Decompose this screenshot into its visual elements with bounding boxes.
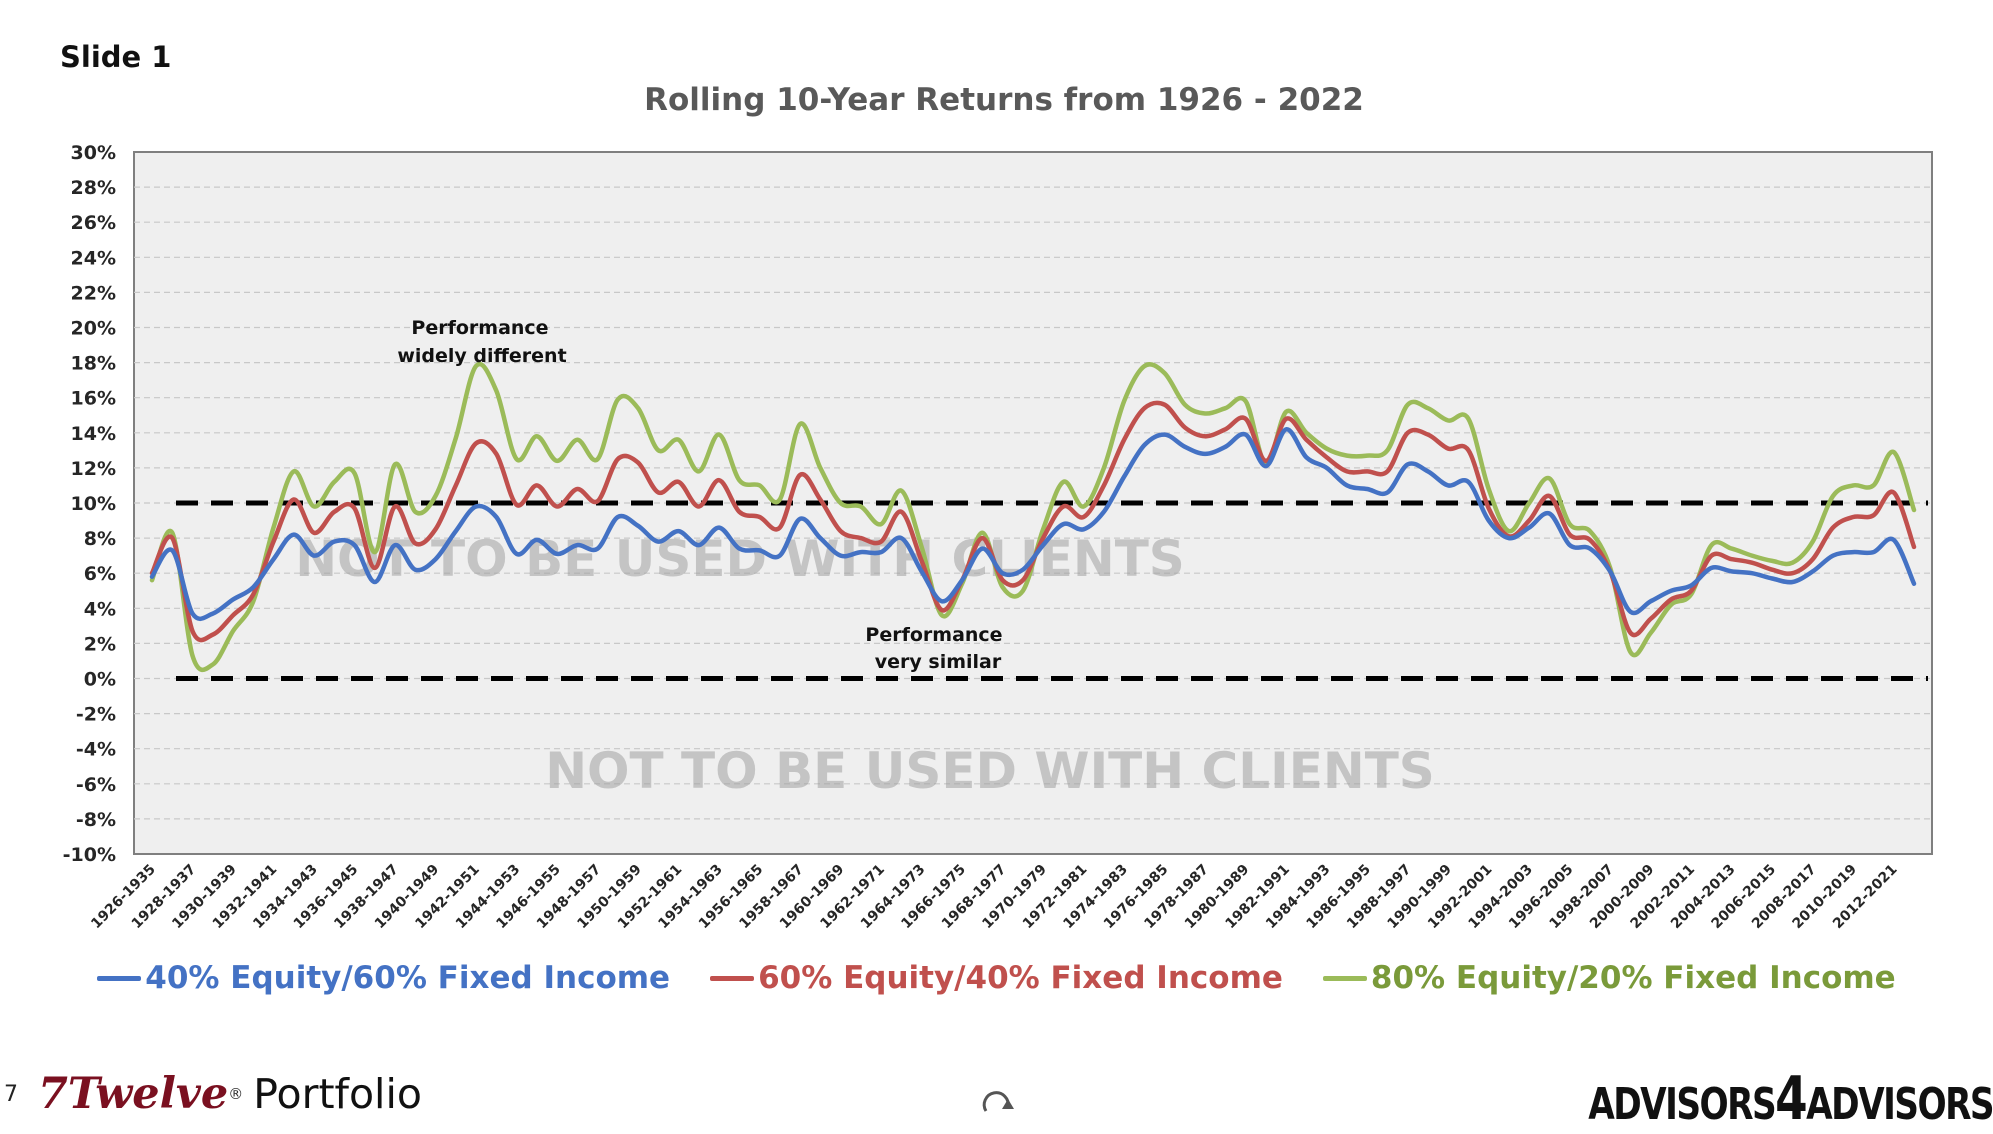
- legend-label: 40% Equity/60% Fixed Income: [145, 960, 671, 996]
- y-tick-label: 14%: [71, 423, 116, 445]
- y-tick-label: 28%: [71, 177, 116, 199]
- y-tick-label: -4%: [76, 739, 116, 761]
- legend-swatch: [97, 975, 142, 981]
- y-tick-label: 16%: [71, 388, 116, 410]
- legend-item-80-20: 80% Equity/20% Fixed Income: [1322, 960, 1896, 996]
- annotation-similar-line1: Performance: [865, 624, 1002, 646]
- watermark-lower: NOT TO BE USED WITH CLIENTS: [545, 742, 1435, 800]
- annotation-different-line1: Performance: [411, 317, 548, 339]
- chart-title: Rolling 10-Year Returns from 1926 - 2022: [644, 82, 1364, 118]
- legend-swatch: [710, 975, 755, 981]
- logo-right: ADVISORS: [1806, 1079, 1993, 1130]
- refresh-icon[interactable]: [978, 1085, 1018, 1117]
- annotation-different-line2: widely different: [397, 345, 566, 367]
- y-axis: -10% -8% -6% -4% -2% 0% 2% 4% 6% 8% 10% 12% 14% 16% 18…: [63, 142, 116, 866]
- y-tick-label: 12%: [71, 458, 116, 480]
- legend-item-60-40: 60% Equity/40% Fixed Income: [710, 960, 1283, 996]
- series-line-0: [149, 427, 1917, 622]
- y-tick-label: 10%: [71, 493, 116, 515]
- page-number: 7: [4, 1081, 18, 1107]
- series-lines: [149, 362, 1917, 673]
- legend-swatch: [1322, 975, 1367, 981]
- watermark-upper: NOT TO BE USED WITH CLIENTS: [295, 530, 1185, 588]
- legend-item-40-60: 40% Equity/60% Fixed Income: [97, 960, 670, 996]
- y-tick-label: -8%: [76, 809, 116, 831]
- brand-registered-mark: ®: [228, 1085, 244, 1103]
- footer-brand: 7 7Twelve ® Portfolio: [0, 1068, 422, 1120]
- y-tick-label: 0%: [84, 669, 116, 691]
- chart: Rolling 10-Year Returns from 1926 - 2022…: [63, 82, 1933, 933]
- brand-suffix: Portfolio: [253, 1070, 422, 1118]
- x-axis: 1926-19351928-19371930-19391932-19411934…: [88, 862, 1900, 933]
- y-tick-label: -6%: [76, 774, 116, 796]
- brand-logo: 7Twelve: [38, 1069, 229, 1119]
- y-tick-label: 30%: [71, 142, 116, 164]
- annotation-similar-line2: very similar: [875, 651, 1002, 673]
- y-tick-label: 24%: [71, 247, 116, 269]
- slide-label: Slide 1: [60, 40, 172, 74]
- y-tick-label: 4%: [84, 598, 116, 620]
- y-tick-label: 22%: [71, 282, 116, 304]
- y-tick-label: 8%: [84, 528, 116, 550]
- logo-left: ADVISORS: [1588, 1079, 1777, 1130]
- legend-label: 80% Equity/20% Fixed Income: [1370, 960, 1896, 996]
- logo-four: 4: [1775, 1064, 1808, 1134]
- legend: 40% Equity/60% Fixed Income 60% Equity/4…: [0, 960, 1993, 996]
- y-tick-label: 2%: [84, 633, 116, 655]
- y-tick-label: 18%: [71, 353, 116, 375]
- legend-label: 60% Equity/40% Fixed Income: [758, 960, 1283, 996]
- y-tick-label: 6%: [84, 563, 116, 585]
- watermarks: NOT TO BE USED WITH CLIENTS NOT TO BE US…: [295, 530, 1435, 800]
- advisors4advisors-logo: ADVISORS4ADVISORS: [1588, 1064, 1993, 1134]
- y-tick-label: -2%: [76, 704, 116, 726]
- y-tick-label: 26%: [71, 212, 116, 234]
- y-tick-label: -10%: [63, 844, 116, 866]
- y-tick-label: 20%: [71, 318, 116, 340]
- series-line-1: [149, 400, 1917, 643]
- annotations: Performance widely different Performance…: [397, 317, 1002, 673]
